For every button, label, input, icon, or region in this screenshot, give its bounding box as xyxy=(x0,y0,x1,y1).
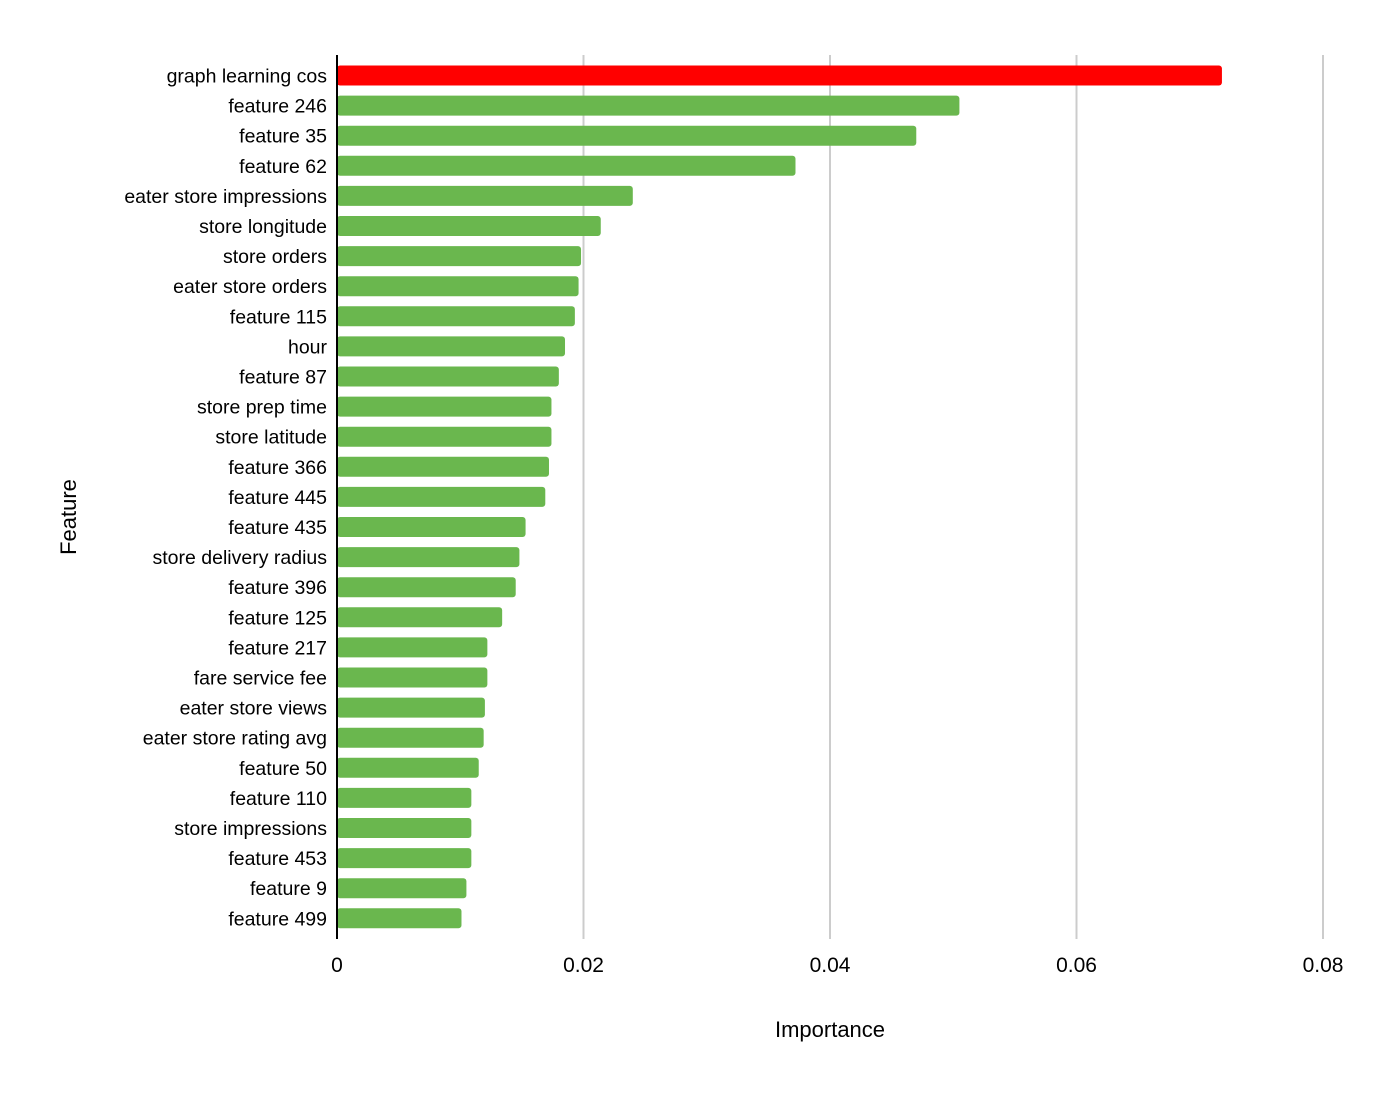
category-label: feature 87 xyxy=(239,367,327,389)
category-label: eater store rating avg xyxy=(143,728,327,750)
gridlines xyxy=(582,55,1324,939)
category-label: graph learning cos xyxy=(167,66,328,88)
bar xyxy=(337,607,503,628)
bar xyxy=(337,818,472,838)
category-label: eater store views xyxy=(180,698,328,720)
category-label: feature 435 xyxy=(228,517,327,539)
category-label: store impressions xyxy=(174,818,327,840)
category-label: feature 217 xyxy=(228,637,327,659)
x-tick-label: 0 xyxy=(331,954,343,977)
bar xyxy=(337,185,633,206)
bar xyxy=(337,125,917,146)
x-tick-label: 0.04 xyxy=(810,954,851,977)
category-label: feature 246 xyxy=(228,96,327,118)
category-label: eater store orders xyxy=(173,276,327,298)
category-label: feature 125 xyxy=(228,607,327,629)
bars xyxy=(337,65,1222,929)
y-axis-title: Feature xyxy=(56,479,81,555)
bar xyxy=(337,336,566,357)
category-label: feature 445 xyxy=(228,487,327,509)
bar xyxy=(337,727,484,748)
x-axis-title: Importance xyxy=(775,1017,885,1042)
bar xyxy=(337,697,485,718)
bar xyxy=(337,667,488,688)
category-label: feature 50 xyxy=(239,758,327,780)
bar xyxy=(337,908,462,929)
category-label: store longitude xyxy=(199,216,327,238)
category-label: feature 35 xyxy=(239,126,327,148)
category-label: feature 396 xyxy=(228,577,327,599)
bar xyxy=(337,246,582,267)
category-labels: graph learning cos feature 246 feature 35 f… xyxy=(124,66,327,931)
category-label: feature 366 xyxy=(228,457,327,479)
bar xyxy=(337,577,516,598)
bar xyxy=(337,878,467,899)
bar xyxy=(337,517,526,537)
category-label: hour xyxy=(288,336,328,358)
bar xyxy=(337,306,575,327)
bar xyxy=(337,366,559,387)
x-tick-label: 0.08 xyxy=(1303,954,1344,977)
bar xyxy=(337,787,472,808)
category-label: feature 453 xyxy=(228,848,327,870)
bar xyxy=(337,426,552,447)
bar xyxy=(337,396,552,417)
category-label: feature 115 xyxy=(230,306,327,328)
category-label: store latitude xyxy=(215,427,327,449)
bar xyxy=(337,155,796,176)
category-label: store orders xyxy=(223,246,327,268)
bar xyxy=(337,276,579,297)
category-label: store delivery radius xyxy=(153,547,328,569)
bar xyxy=(337,456,549,477)
category-label: store prep time xyxy=(197,397,327,419)
bar xyxy=(337,216,601,236)
category-label: eater store impressions xyxy=(124,186,327,208)
bar xyxy=(337,547,520,568)
bar xyxy=(337,486,546,507)
x-tick-label: 0.02 xyxy=(563,954,604,977)
category-label: feature 62 xyxy=(239,156,327,178)
bar xyxy=(337,65,1222,86)
bar xyxy=(337,848,472,869)
category-label: feature 110 xyxy=(230,788,327,810)
category-label: fare service fee xyxy=(194,668,327,690)
bar xyxy=(337,757,479,778)
bar xyxy=(337,637,488,658)
category-label: feature 499 xyxy=(228,908,327,930)
category-label: feature 9 xyxy=(250,878,327,900)
x-tick-labels: 0 0.02 0.04 0.06 0.08 xyxy=(331,954,1343,977)
x-tick-label: 0.06 xyxy=(1056,954,1097,977)
bar xyxy=(337,95,960,116)
